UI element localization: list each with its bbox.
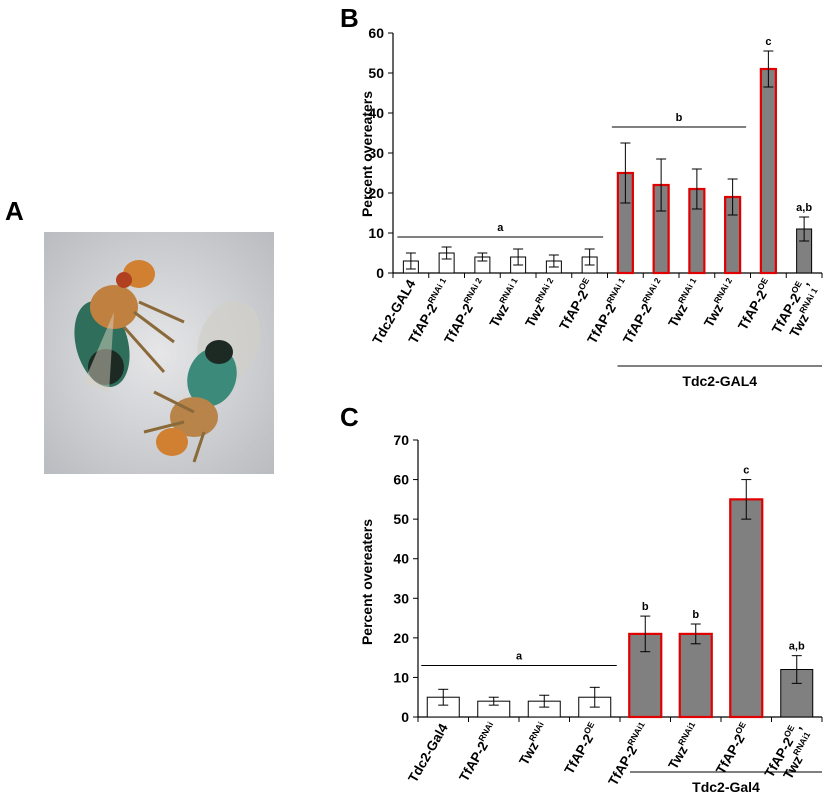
chart-b-ytick-label-0: 0 — [376, 265, 384, 281]
chart-b-sig-label-2: c — [765, 36, 771, 48]
panel-label-a: A — [5, 196, 24, 226]
fly-photo — [44, 232, 274, 474]
chart-b-category-label-7: TfAP-2RNAi 2 — [618, 276, 669, 347]
chart-b-ylabel: Percent overeaters — [359, 91, 375, 217]
chart-b-sig-label-1: b — [676, 112, 683, 124]
chart-b-ytick-label-4: 40 — [368, 105, 384, 121]
panel-label-b: B — [340, 3, 359, 33]
chart-b-category-label-5: TfAP-2OE — [555, 276, 598, 333]
chart-b-ytick-label-6: 60 — [368, 25, 384, 41]
chart-b-group-label: Tdc2-GAL4 — [682, 373, 757, 389]
chart-b-category-label-10: TfAP-2OE — [733, 276, 776, 333]
chart-b-category-label-4: TwzRNAi 2 — [521, 276, 562, 330]
chart-b-ytick-label-5: 50 — [368, 65, 384, 81]
fly-1-icon — [74, 260, 185, 392]
chart-b-ytick-label-3: 30 — [368, 145, 384, 161]
chart-b-bar-10 — [759, 67, 777, 275]
chart-b-category-label-2: TfAP-2RNAi 2 — [440, 276, 491, 347]
fly-2-icon — [143, 301, 261, 463]
panel-label-c: C — [340, 402, 359, 432]
chart-b-category-label-3: TwzRNAi 1 — [485, 276, 526, 330]
chart-b-category-label-9: TwzRNAi 2 — [699, 276, 740, 330]
chart-b-ytick-label-1: 10 — [368, 225, 384, 241]
chart-b-sig-label-3: a,b — [796, 202, 812, 214]
chart-b-category-label-8: TwzRNAi 1 — [664, 276, 705, 330]
chart-b-sig-label-0: a — [497, 222, 504, 234]
chart-b-ytick-label-2: 20 — [368, 185, 384, 201]
